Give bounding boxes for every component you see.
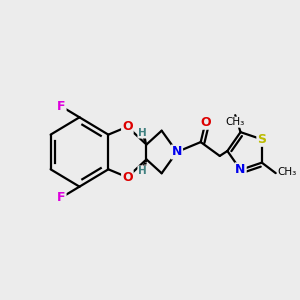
- Text: CH₃: CH₃: [226, 117, 245, 127]
- Text: H: H: [138, 166, 147, 176]
- Text: CH₃: CH₃: [278, 167, 297, 177]
- Polygon shape: [141, 132, 146, 145]
- Text: H: H: [138, 128, 147, 138]
- Text: S: S: [257, 133, 266, 146]
- Text: N: N: [172, 146, 182, 158]
- Text: O: O: [122, 171, 133, 184]
- Text: N: N: [235, 163, 246, 176]
- Text: F: F: [57, 100, 66, 113]
- Text: F: F: [57, 191, 66, 204]
- Text: O: O: [200, 116, 211, 129]
- Text: O: O: [122, 120, 133, 133]
